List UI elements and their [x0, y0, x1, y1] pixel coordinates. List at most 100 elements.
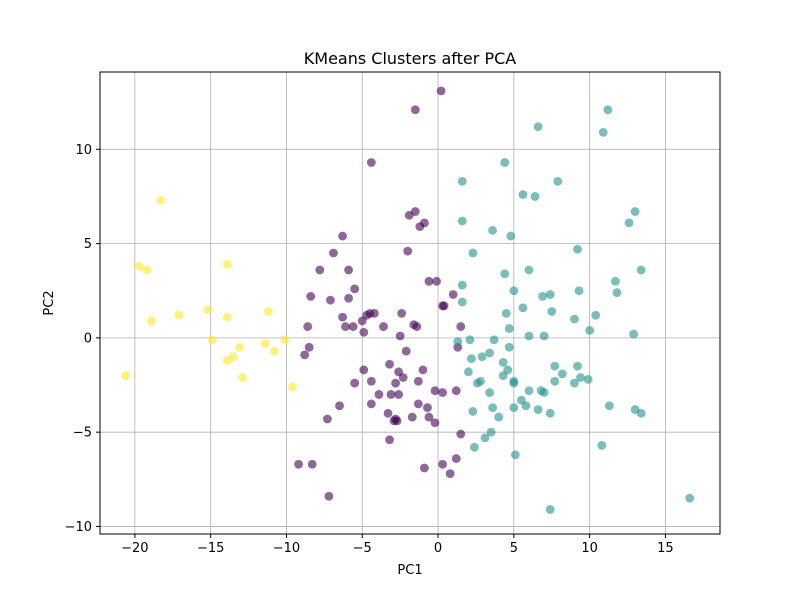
data-point [263, 307, 273, 316]
data-point [547, 307, 557, 316]
grid [100, 72, 720, 534]
data-point [392, 416, 402, 426]
data-point [424, 412, 434, 422]
y-tick-label: −10 [65, 520, 92, 535]
data-point [636, 265, 646, 275]
x-tick-label: −10 [273, 541, 300, 556]
data-point [468, 248, 478, 258]
data-point [456, 322, 466, 331]
data-point [451, 386, 461, 396]
data-point [538, 292, 548, 301]
data-point [222, 259, 232, 269]
data-point [539, 388, 549, 397]
data-point [457, 176, 467, 186]
data-point [470, 442, 479, 452]
data-point [369, 308, 379, 318]
chart-title: KMeans Clusters after PCA [304, 49, 516, 68]
data-point [424, 276, 434, 286]
data-point [207, 335, 217, 345]
data-point [303, 322, 313, 331]
data-point [407, 412, 417, 422]
data-point [350, 284, 360, 294]
data-point [585, 325, 595, 335]
data-point [420, 463, 429, 473]
data-point [142, 265, 152, 275]
data-point [379, 322, 388, 331]
data-point [418, 365, 428, 375]
data-point [557, 369, 567, 379]
x-tick-label: 10 [581, 541, 598, 556]
y-tick-label: 5 [84, 237, 92, 252]
data-point [524, 331, 534, 341]
data-point [344, 265, 354, 275]
data-point [280, 335, 290, 345]
data-point [341, 322, 350, 331]
data-point [415, 222, 425, 232]
data-point [203, 305, 213, 314]
data-point [597, 440, 607, 450]
data-point [486, 427, 496, 437]
data-point [391, 378, 400, 388]
data-point [397, 308, 407, 318]
data-point [524, 386, 534, 396]
data-point [533, 122, 543, 132]
data-point [451, 454, 461, 463]
data-point [457, 216, 467, 226]
data-point [494, 412, 504, 422]
y-tick-label: −5 [73, 426, 92, 441]
data-point [629, 329, 638, 339]
data-point [121, 371, 131, 380]
data-point [550, 376, 560, 386]
plot-frame [99, 71, 721, 535]
data-point [539, 331, 549, 341]
data-point [518, 303, 528, 313]
data-point [335, 401, 344, 411]
data-point [611, 276, 620, 286]
data-point [530, 192, 540, 201]
data-point [412, 322, 422, 331]
data-point [338, 312, 347, 322]
x-axis-ticks: −20 −15 −10 −5 0 5 10 15 [121, 534, 674, 556]
data-point [504, 342, 514, 352]
data-point [573, 244, 582, 254]
data-point [430, 418, 440, 428]
data-point [269, 346, 279, 356]
data-point [488, 403, 498, 413]
data-point [636, 408, 646, 418]
data-point [307, 459, 317, 469]
x-tick-label: −5 [353, 541, 372, 556]
data-point [366, 376, 376, 386]
data-point [156, 195, 166, 205]
data-point [473, 378, 482, 388]
data-point [235, 342, 244, 352]
data-point [453, 337, 463, 347]
y-tick-label: 0 [84, 331, 92, 346]
data-point [386, 390, 396, 399]
data-point [570, 378, 579, 388]
data-point [338, 231, 347, 241]
data-point [468, 407, 478, 416]
data-point [510, 450, 520, 460]
data-point [448, 290, 458, 299]
data-point [413, 399, 423, 409]
x-axis-label: PC1 [397, 563, 422, 578]
data-point [509, 286, 519, 296]
data-point [612, 288, 622, 298]
y-axis-ticks: −10 −5 0 5 10 [65, 143, 100, 535]
data-point [456, 429, 466, 439]
data-point [550, 361, 560, 371]
data-point [294, 459, 303, 469]
data-point [518, 190, 528, 199]
data-point [366, 158, 376, 167]
data-point [598, 127, 608, 137]
data-point [485, 388, 494, 397]
data-point [359, 327, 369, 337]
data-point [366, 399, 376, 409]
data-point [570, 314, 579, 324]
data-point [438, 388, 447, 397]
data-point [545, 505, 555, 514]
data-point [509, 403, 519, 413]
data-point [348, 322, 358, 331]
data-point [222, 356, 232, 365]
